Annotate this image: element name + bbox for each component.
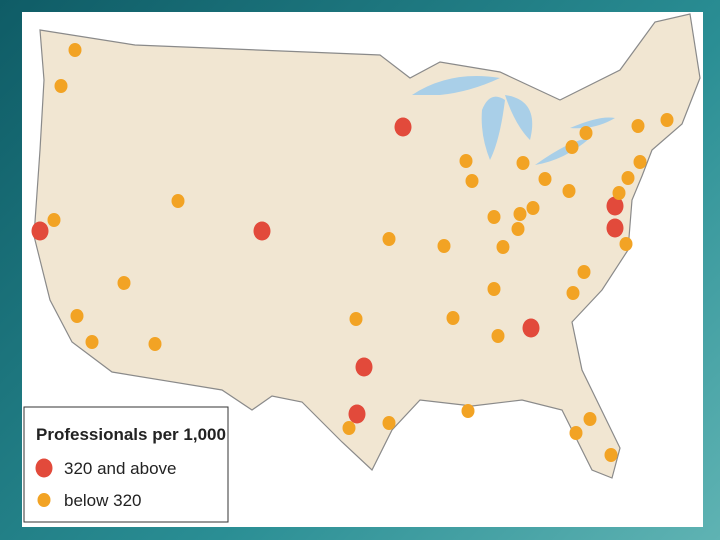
- city-dot: [54, 79, 68, 93]
- city-dot: [461, 404, 475, 418]
- city-dot: [496, 240, 510, 254]
- city-dot: [117, 276, 131, 290]
- city-dot: [566, 286, 580, 300]
- city-dot: [621, 171, 635, 185]
- legend-box: [23, 406, 229, 523]
- city-dot: [619, 237, 633, 251]
- city-dot: [583, 412, 597, 426]
- city-dot: [511, 222, 525, 236]
- city-dot: [491, 329, 505, 343]
- city-dot: [348, 404, 366, 424]
- city-dot: [459, 154, 473, 168]
- lake: [412, 76, 500, 95]
- city-dot: [522, 318, 540, 338]
- city-dot: [577, 265, 591, 279]
- city-dot: [516, 156, 530, 170]
- legend-swatch: [37, 493, 51, 507]
- city-dot: [342, 421, 356, 435]
- city-dot: [631, 119, 645, 133]
- city-dot: [85, 335, 99, 349]
- legend-items: 320 and above below 320: [35, 458, 177, 510]
- city-dot: [355, 357, 373, 377]
- city-dot: [68, 43, 82, 57]
- city-dot: [526, 201, 540, 215]
- city-dot: [513, 207, 527, 221]
- city-dot: [606, 218, 624, 238]
- lake: [570, 117, 615, 129]
- lake: [481, 96, 505, 160]
- city-dot: [487, 210, 501, 224]
- city-dot: [148, 337, 162, 351]
- city-dot: [171, 194, 185, 208]
- city-dot: [382, 416, 396, 430]
- city-dot: [47, 213, 61, 227]
- city-dot: [579, 126, 593, 140]
- legend-label: 320 and above: [64, 459, 177, 478]
- legend-swatch: [35, 458, 53, 478]
- city-dot: [349, 312, 363, 326]
- lake: [505, 95, 533, 140]
- city-dot: [253, 221, 271, 241]
- city-dot: [437, 239, 451, 253]
- legend-title: Professionals per 1,000: [36, 425, 226, 444]
- city-dot: [565, 140, 579, 154]
- city-dot: [446, 311, 460, 325]
- city-dot: [604, 448, 618, 462]
- city-dot: [31, 221, 49, 241]
- city-dot: [633, 155, 647, 169]
- city-dot: [394, 117, 412, 137]
- city-dot: [606, 196, 624, 216]
- city-dot: [382, 232, 396, 246]
- us-outline: [33, 13, 701, 479]
- city-dot: [660, 113, 674, 127]
- city-dot: [70, 309, 84, 323]
- dots: [31, 43, 674, 462]
- city-dot: [562, 184, 576, 198]
- city-dot: [487, 282, 501, 296]
- city-dot: [612, 186, 626, 200]
- legend-label: below 320: [64, 491, 142, 510]
- city-dot: [538, 172, 552, 186]
- city-dot: [465, 174, 479, 188]
- city-dot: [569, 426, 583, 440]
